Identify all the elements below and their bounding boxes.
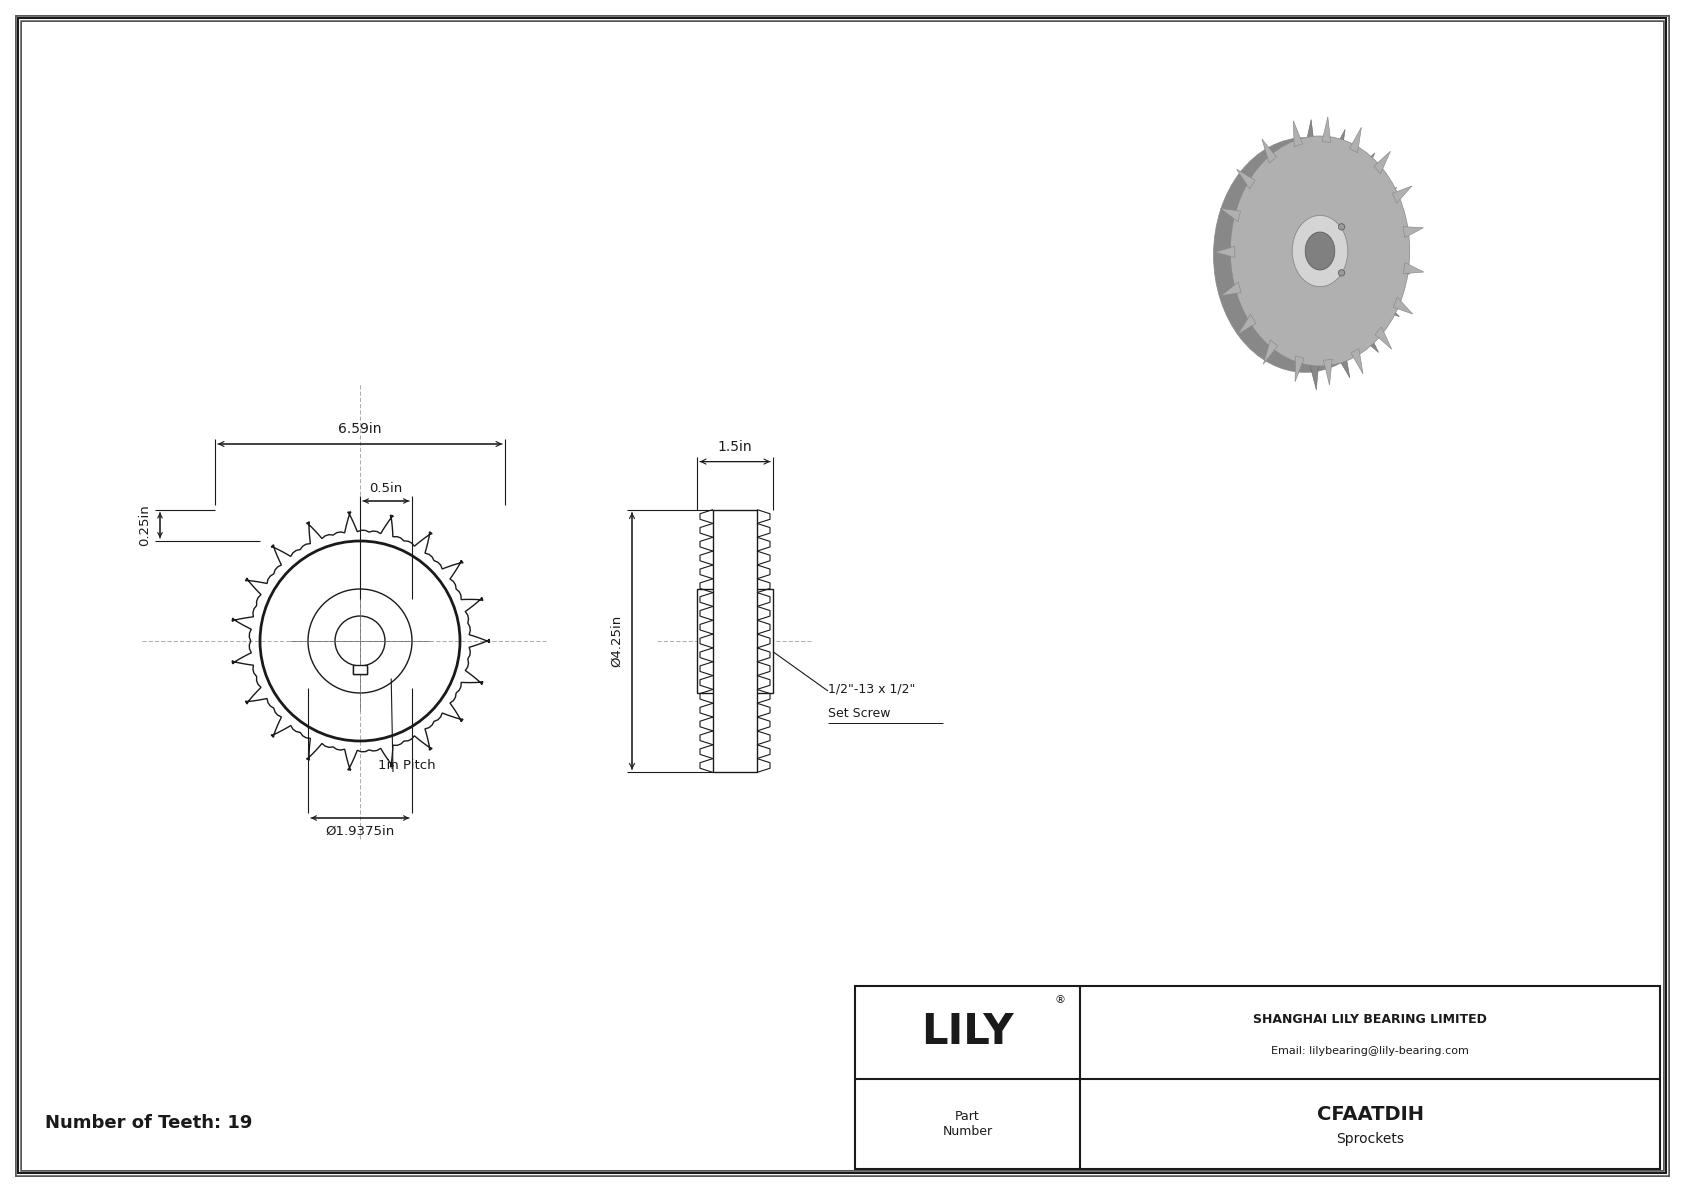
Polygon shape xyxy=(1362,331,1379,353)
Polygon shape xyxy=(1238,314,1256,335)
Polygon shape xyxy=(1324,360,1332,385)
Polygon shape xyxy=(1263,339,1278,364)
Polygon shape xyxy=(1403,262,1423,274)
Text: ®: ® xyxy=(1054,994,1066,1005)
Polygon shape xyxy=(1403,226,1423,238)
Text: 6.59in: 6.59in xyxy=(338,422,382,436)
Polygon shape xyxy=(1376,328,1391,349)
Polygon shape xyxy=(1295,356,1303,381)
Bar xyxy=(712,510,758,773)
Polygon shape xyxy=(1293,120,1303,146)
Text: SHANGHAI LILY BEARING LIMITED: SHANGHAI LILY BEARING LIMITED xyxy=(1253,1014,1487,1025)
Polygon shape xyxy=(1221,282,1241,295)
Text: Sprockets: Sprockets xyxy=(1335,1131,1404,1146)
Polygon shape xyxy=(1351,349,1362,374)
Polygon shape xyxy=(1305,119,1314,145)
Circle shape xyxy=(1339,224,1346,230)
Ellipse shape xyxy=(1292,216,1347,287)
Text: 1/2"-13 x 1/2": 1/2"-13 x 1/2" xyxy=(829,682,916,696)
Text: 1in Pitch: 1in Pitch xyxy=(377,759,436,772)
Polygon shape xyxy=(1337,353,1351,378)
Ellipse shape xyxy=(1231,136,1410,366)
Bar xyxy=(855,986,1660,1170)
Circle shape xyxy=(1339,269,1346,276)
Polygon shape xyxy=(1359,152,1374,175)
Polygon shape xyxy=(1379,300,1399,317)
Text: Ø1.9375in: Ø1.9375in xyxy=(325,825,394,838)
Polygon shape xyxy=(1393,186,1411,204)
Polygon shape xyxy=(1322,117,1330,143)
Text: Part
Number: Part Number xyxy=(943,1110,992,1137)
Ellipse shape xyxy=(1214,138,1396,373)
Text: 0.25in: 0.25in xyxy=(138,505,152,547)
Text: Email: lilybearing@lily-bearing.com: Email: lilybearing@lily-bearing.com xyxy=(1271,1046,1468,1055)
Polygon shape xyxy=(1374,151,1391,174)
Text: 0.5in: 0.5in xyxy=(369,482,402,495)
Polygon shape xyxy=(1221,208,1241,222)
Polygon shape xyxy=(1216,247,1234,257)
Polygon shape xyxy=(1236,169,1255,189)
Polygon shape xyxy=(1393,298,1413,314)
Text: Set Screw: Set Screw xyxy=(829,707,891,721)
Bar xyxy=(354,665,367,674)
Text: 1.5in: 1.5in xyxy=(717,439,753,454)
Polygon shape xyxy=(1349,127,1361,152)
Text: LILY: LILY xyxy=(921,1011,1014,1054)
Text: Number of Teeth: 19: Number of Teeth: 19 xyxy=(45,1114,253,1131)
Ellipse shape xyxy=(1305,232,1335,270)
Polygon shape xyxy=(1310,364,1319,389)
Text: CFAATDIH: CFAATDIH xyxy=(1317,1104,1423,1123)
Polygon shape xyxy=(1378,187,1396,205)
Polygon shape xyxy=(1389,266,1410,276)
Polygon shape xyxy=(1389,229,1410,239)
Polygon shape xyxy=(1261,139,1276,163)
Polygon shape xyxy=(1334,130,1346,155)
Bar xyxy=(697,590,773,693)
Text: Ø4.25in: Ø4.25in xyxy=(610,615,623,667)
